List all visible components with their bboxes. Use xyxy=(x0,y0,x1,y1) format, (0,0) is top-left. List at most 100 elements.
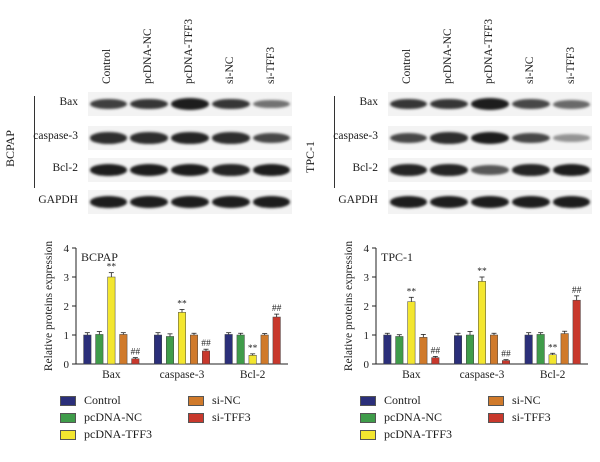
y-tick-label: 4 xyxy=(364,243,370,255)
bar xyxy=(131,358,140,365)
legend-swatch xyxy=(488,412,504,423)
bar xyxy=(202,350,210,365)
legend-label: si-TFF3 xyxy=(512,410,551,424)
y-tick-label: 3 xyxy=(364,272,370,284)
chart-title: TPC-1 xyxy=(381,250,413,264)
bar xyxy=(548,354,557,365)
legend-swatch xyxy=(188,412,204,423)
y-tick-label: 0 xyxy=(64,359,70,371)
blot-band xyxy=(212,164,250,176)
y-tick-label: 2 xyxy=(364,301,370,313)
blot-band xyxy=(430,196,468,208)
bar xyxy=(536,334,545,365)
blot-band xyxy=(552,134,591,142)
blot-band xyxy=(512,98,550,110)
bar xyxy=(178,312,186,365)
legend-swatch xyxy=(360,395,376,406)
bar xyxy=(248,355,257,365)
blot-band xyxy=(171,196,209,208)
blot-band xyxy=(89,98,128,110)
blot-band xyxy=(430,98,468,110)
protein-label: Bcl-2 xyxy=(352,162,378,174)
legend-item: Control xyxy=(360,393,421,408)
bar xyxy=(166,336,174,365)
bar xyxy=(95,334,104,365)
significance-label: ## xyxy=(201,339,211,349)
blot-band xyxy=(430,132,468,144)
legend-item: Control xyxy=(60,393,121,408)
bar xyxy=(560,333,569,365)
significance-label: ## xyxy=(501,350,511,360)
lane-label: pcDNA-NC xyxy=(442,28,455,84)
legend-swatch xyxy=(360,412,376,423)
legend-label: Control xyxy=(384,393,421,407)
legend-label: Control xyxy=(84,393,121,407)
blot-band xyxy=(89,196,128,208)
lane-label: si-NC xyxy=(523,56,536,84)
legend-item: si-NC xyxy=(488,393,541,408)
blot-band xyxy=(130,98,168,110)
blot-band xyxy=(471,132,509,144)
protein-label: GAPDH xyxy=(38,194,78,206)
bar xyxy=(431,357,440,365)
category-label: caspase-3 xyxy=(460,369,505,381)
legend-swatch xyxy=(360,429,376,440)
blot-band xyxy=(130,132,168,144)
legend-label: si-NC xyxy=(212,393,241,407)
blot-band xyxy=(171,98,209,110)
protein-label: caspase-3 xyxy=(33,130,78,142)
category-label: caspase-3 xyxy=(160,369,205,381)
blot-band xyxy=(471,196,509,208)
legend-label: pcDNA-TFF3 xyxy=(384,427,452,441)
protein-label: Bax xyxy=(59,96,78,108)
legend-label: pcDNA-NC xyxy=(384,410,442,424)
significance-label: ** xyxy=(548,343,558,353)
bracket-line xyxy=(334,96,335,188)
bar xyxy=(272,316,281,365)
blot-band xyxy=(252,132,291,144)
legend-item: si-TFF3 xyxy=(488,410,551,425)
significance-label: ## xyxy=(131,348,141,358)
significance-label: ** xyxy=(477,267,487,277)
category-label: Bax xyxy=(402,369,421,381)
protein-label: caspase-3 xyxy=(333,130,378,142)
category-label: Bcl-2 xyxy=(540,369,566,381)
bar-chart-tpc1: 0 1 2 3 4 Relative proteins expression TPC-1 **… xyxy=(343,241,588,381)
chart-title: BCPAP xyxy=(81,250,118,264)
legend-label: si-TFF3 xyxy=(212,410,251,424)
y-tick-label: 0 xyxy=(364,359,370,371)
blot-band xyxy=(512,196,550,208)
protein-label: GAPDH xyxy=(338,194,378,206)
lane-label: si-TFF3 xyxy=(564,46,577,84)
blot-band xyxy=(171,132,209,144)
blot-band xyxy=(212,132,250,144)
y-tick-label: 1 xyxy=(64,330,70,342)
bar xyxy=(572,299,581,365)
blot-band xyxy=(389,132,428,144)
bar xyxy=(260,334,269,365)
bar xyxy=(190,334,198,365)
significance-label: ** xyxy=(248,344,258,354)
blot-band xyxy=(512,164,550,176)
blot-band xyxy=(552,99,591,109)
blot-band xyxy=(389,164,428,176)
blot-band xyxy=(171,164,209,176)
legend-item: si-NC xyxy=(188,393,241,408)
legend-item: pcDNA-NC xyxy=(60,410,142,425)
bar xyxy=(107,276,116,365)
bar xyxy=(119,334,128,365)
blot-band xyxy=(252,196,291,208)
significance-label: ## xyxy=(572,286,582,296)
bar xyxy=(478,281,486,365)
blot-band xyxy=(430,164,468,176)
lane-label: pcDNA-TFF3 xyxy=(483,18,495,84)
bar xyxy=(407,301,416,365)
bar xyxy=(419,337,428,365)
legend-swatch xyxy=(60,429,76,440)
significance-label: ## xyxy=(431,346,441,356)
blot-band xyxy=(130,196,168,208)
lane-label: pcDNA-TFF3 xyxy=(183,18,195,84)
y-axis-label: Relative proteins expression xyxy=(343,241,355,372)
significance-label: ** xyxy=(107,263,117,273)
y-tick-label: 2 xyxy=(64,301,70,313)
